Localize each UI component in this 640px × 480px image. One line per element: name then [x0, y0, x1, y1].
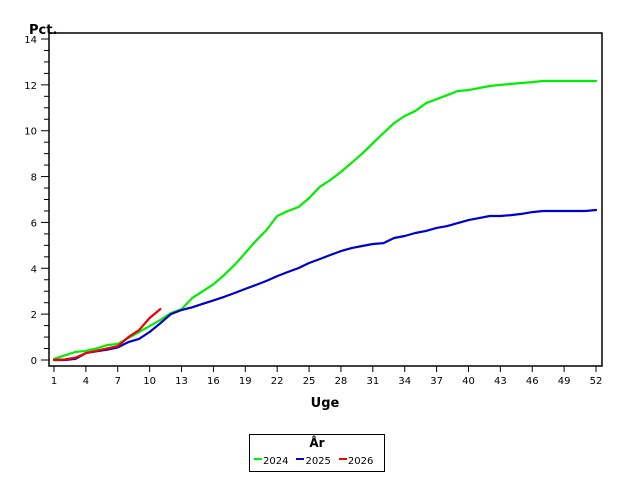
- legend-swatch-2025: [296, 457, 305, 460]
- x-tick-label: 52: [590, 376, 603, 387]
- y-tick-label: 0: [31, 356, 37, 367]
- x-tick-label: 1: [51, 376, 57, 387]
- legend-item-2026: 2026: [338, 456, 374, 467]
- x-tick-label: 49: [558, 376, 571, 387]
- y-tick-label: 12: [24, 81, 37, 92]
- x-tick-label: 4: [83, 376, 89, 387]
- x-tick-label: 37: [430, 376, 443, 387]
- x-tick-label: 34: [398, 376, 411, 387]
- legend-label-2024: 2024: [263, 456, 289, 467]
- y-axis: 0 2 4 6 8 10 12 14: [24, 35, 49, 367]
- x-tick-label: 25: [303, 376, 316, 387]
- x-tick-label: 31: [366, 376, 379, 387]
- legend-title: År: [309, 436, 325, 450]
- legend-items: 2024 2025 2026: [254, 456, 373, 467]
- y-tick-label: 2: [31, 310, 37, 321]
- series-line-2025: [52, 208, 598, 362]
- y-tick-label: 6: [31, 218, 37, 229]
- y-tick-label: 14: [24, 35, 37, 46]
- x-axis: 1 4 7 10 13 16 19 22 25 28 31 34 37 40 43 46 49 52: [51, 366, 603, 387]
- series-line-2026: [52, 308, 162, 362]
- legend-swatch-2026: [338, 457, 347, 460]
- legend-label-2025: 2025: [305, 456, 331, 467]
- legend-item-2025: 2025: [296, 456, 331, 467]
- x-tick-label: 22: [271, 376, 284, 387]
- legend-item-2024: 2024: [254, 456, 288, 467]
- x-axis-title: Uge: [311, 396, 340, 411]
- x-tick-label: 43: [494, 376, 507, 387]
- series-line-2024: [52, 79, 598, 360]
- x-tick-label: 46: [526, 376, 539, 387]
- y-tick-label: 10: [24, 127, 37, 138]
- y-axis-title: Pct.: [29, 23, 57, 38]
- x-tick-label: 13: [175, 376, 188, 387]
- series-layer: [52, 79, 598, 362]
- x-tick-label: 16: [207, 376, 220, 387]
- y-tick-label: 8: [31, 173, 37, 184]
- y-tick-label: 4: [31, 264, 37, 275]
- x-tick-label: 28: [335, 376, 348, 387]
- legend-swatch-2024: [254, 457, 262, 460]
- x-tick-label: 10: [143, 376, 156, 387]
- legend-label-2026: 2026: [347, 456, 374, 467]
- x-tick-label: 19: [239, 376, 252, 387]
- legend: År 2024 2025 2026: [249, 434, 385, 472]
- x-tick-label: 7: [115, 376, 121, 387]
- x-tick-label: 40: [462, 376, 475, 387]
